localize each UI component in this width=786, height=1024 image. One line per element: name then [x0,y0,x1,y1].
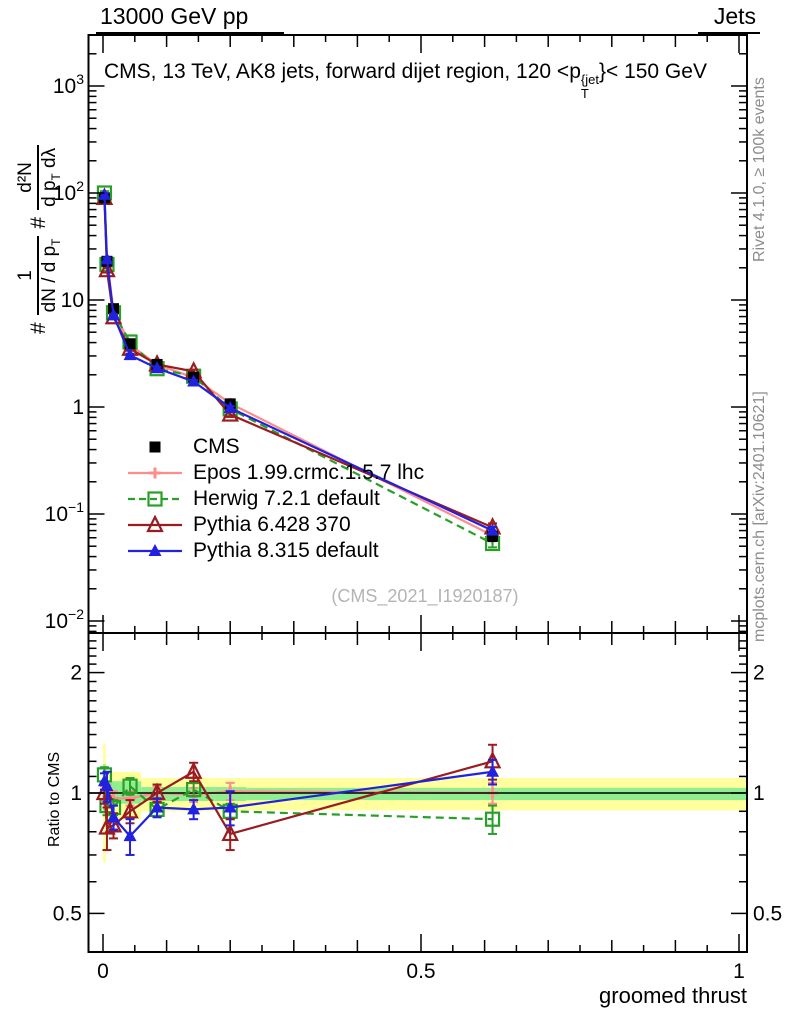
marker-triangle-open [104,814,123,833]
marker-triangle-open [221,823,239,842]
marker-triangle-filled [123,348,137,361]
legend-sample-cms [149,441,161,453]
main-y-axis-ticks [88,53,747,633]
marker-triangle-filled [106,810,120,823]
legend-sample-epos-1-99-crmc-1-5-7-lhc [128,467,182,479]
plot-title: CMS, 13 TeV, AK8 jets, forward dijet reg… [104,60,707,100]
y-label-fraction-2: d²N d pT dλ [15,144,63,210]
marker-triangle-filled [223,400,237,413]
rivet-version-note: Rivet 4.1.0, ≥ 100k events [751,77,768,262]
marker-square-open [122,778,138,794]
marker-square-filled [149,441,161,453]
marker-triangle-filled [106,308,120,321]
pt-jet-stack: {jet T [581,73,599,100]
analysis-group-label: Jets [697,3,760,34]
legend-label-herwig-7-2-1-default: Herwig 7.2.1 default [193,487,380,510]
ratio-series-pythia-8-315-default [97,758,500,856]
y-label-hash-2: # [27,216,50,229]
analysis-id-watermark: (CMS_2021_I1920187) [331,586,519,606]
y-label-frac2-denominator: d pT dλ [36,144,63,210]
ratio-y-tick-label-right: 0.5 [753,902,782,925]
ratio-y-tick-label-right: 1 [753,782,765,805]
main-y-tick-label: 10−1 [45,499,85,526]
y-label-frac2-numerator: d²N [15,162,37,193]
legend-item-cms: CMS [126,434,424,460]
marker-triangle-open [184,761,203,779]
ratio-uncertainty-bands [103,743,746,863]
legend-label-cms: CMS [193,435,240,458]
pt-jet-superscript: {jet [580,72,599,87]
marker-triangle-filled [100,252,114,265]
marker-triangle-filled [486,764,500,777]
marker-triangle-open [121,800,139,819]
main-series-pythia-8-315-default [97,187,500,536]
main-y-axis-label: # 1 dN / d pT # d²N d pT dλ [8,38,70,334]
marker-triangle-filled [187,374,201,387]
legend-label-epos-1-99-crmc-1-5-7-lhc: Epos 1.99.crmc.1.5.7 lhc [193,461,425,484]
ratio-y-axis-ticks [88,640,747,915]
ratio-series-pythia-6-428-370 [95,743,502,852]
marker-square-open [484,811,501,827]
main-line-pythia-8-315-default [103,194,494,532]
legend-item-epos-1-99-crmc-1-5-7-lhc: Epos 1.99.crmc.1.5.7 lhc [126,460,424,486]
ratio-y-tick-label-left: 1 [70,782,82,805]
main-y-tick-label: 10−2 [45,606,85,633]
legend: CMS Epos 1.99.crmc.1.5.7 lhc Herwig 7.2.1 … [126,434,424,564]
ratio-y-axis-label: Ratio to CMS [46,751,63,847]
legend-label-pythia-8-315-default: Pythia 8.315 default [193,539,379,562]
marker-square-open [186,781,202,798]
marker-triangle-filled [123,829,137,842]
plot-title-prefix: CMS, 13 TeV, AK8 jets, forward dijet reg… [104,60,581,83]
legend-sample-herwig-7-2-1-default [128,491,182,507]
marker-triangle-filled [150,800,164,813]
x-tick-label: 1 [733,960,745,983]
main-y-tick-label: 1 [72,396,84,419]
x-axis-ticks [102,35,740,952]
y-label-frac1-numerator: 1 [15,270,37,281]
legend-label-pythia-6-428-370: Pythia 6.428 370 [193,513,351,536]
plot-title-suffix: }< 150 GeV [598,60,707,83]
pt-subscript: T [580,85,589,101]
y-label-frac2-den-sub: T [49,173,63,181]
marker-triangle-open [221,404,239,422]
marker-triangle-filled [100,779,114,792]
y-label-frac1-den-text: dN / d p [38,245,60,313]
ratio-y-tick-label-left: 0.5 [53,902,82,925]
legend-item-pythia-8-315-default: Pythia 8.315 default [126,538,424,564]
marker-square-open [147,491,163,507]
y-label-frac2-den-text: d p [38,180,60,207]
marker-triangle-filled [223,800,237,813]
legend-item-pythia-6-428-370: Pythia 6.428 370 [126,512,424,538]
marker-triangle-open [98,817,116,835]
mcplots-arxiv-note: mcplots.cern.ch [arXiv:2401.10621] [751,391,768,642]
marker-square-filled [487,530,499,542]
x-axis-label: groomed thrust [599,983,747,1008]
ratio-y-tick-label-left: 2 [70,662,82,685]
marker-triangle-filled [150,361,164,374]
y-label-hash-1: # [27,322,50,334]
marker-triangle-open [98,259,116,278]
legend-item-herwig-7-2-1-default: Herwig 7.2.1 default [126,486,424,512]
y-label-frac1-den-sub: T [49,238,63,246]
main-y-tick-label: 10 [61,289,84,312]
x-tick-label: 0 [97,960,109,983]
y-label-frac2-den-tail: dλ [38,147,60,174]
marker-triangle-filled [148,544,162,556]
beam-energy-label: 13000 GeV pp [96,3,285,34]
legend-sample-pythia-8-315-default [128,544,182,556]
x-tick-label: 0.5 [406,960,435,983]
marker-triangle-filled [187,802,201,815]
marker-triangle-open [146,515,164,533]
marker-triangle-filled [97,187,111,200]
ratio-y-tick-label-right: 2 [753,662,765,685]
marker-square-filled [124,338,136,350]
ratio-line-pythia-8-315-default [103,770,493,838]
y-label-fraction-1: 1 dN / d pT [15,235,63,316]
marker-triangle-filled [486,523,500,536]
legend-sample-pythia-6-428-370 [128,515,182,533]
y-label-frac1-denominator: dN / d pT [36,235,63,316]
